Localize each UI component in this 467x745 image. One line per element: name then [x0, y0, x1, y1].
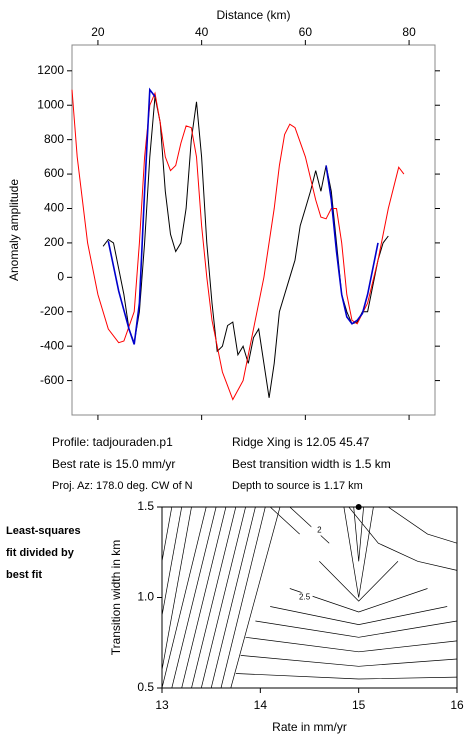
contour-line: [289, 588, 428, 613]
series-line: [107, 87, 156, 345]
contour-line: [240, 655, 458, 667]
annotation: Best transition width is 1.5 km: [232, 457, 391, 471]
y-tick-label: 400: [44, 201, 64, 215]
annotation: Depth to source is 1.17 km: [232, 480, 363, 492]
x-tick-label: 15: [352, 698, 366, 712]
y-tick-label: -200: [40, 304, 64, 318]
contour-line: [269, 506, 300, 535]
contour-line: [348, 506, 458, 571]
y-tick-label: -400: [40, 338, 64, 352]
contour-line: [161, 506, 192, 670]
contour-line: [319, 561, 399, 602]
y-tick-label: 1200: [37, 63, 64, 77]
contour-line: [235, 673, 458, 680]
contour-line: [161, 506, 183, 616]
y-tick-label: 600: [44, 166, 64, 180]
series-line: [71, 89, 405, 401]
x-tick-label: 13: [155, 698, 169, 712]
contour-line: [388, 506, 458, 544]
x-tick-label: 20: [91, 25, 105, 39]
y-tick-label: 1.5: [137, 499, 154, 513]
contour-line: [255, 620, 458, 638]
contour-line: [270, 606, 448, 625]
plot-title: best fit: [6, 569, 42, 581]
contour-line: [161, 506, 207, 689]
contour-line: [343, 506, 374, 598]
x-tick-label: 40: [195, 25, 209, 39]
contour-line: [200, 506, 246, 689]
annotation: Ridge Xing is 12.05 45.47: [232, 435, 370, 449]
contour-line: [230, 506, 281, 689]
y-axis-title: Anomaly amplitude: [7, 179, 21, 281]
y-tick-label: 1000: [37, 97, 64, 111]
contour-line: [181, 506, 227, 689]
contour-label: 2: [317, 526, 322, 535]
contour-line: [245, 636, 458, 653]
y-tick-label: 200: [44, 235, 64, 249]
contour-label: 2.5: [299, 593, 311, 602]
contour-line: [191, 506, 237, 689]
contour-line: [289, 506, 330, 544]
annotation: Proj. Az: 178.0 deg. CW of N: [52, 480, 193, 492]
x-tick-label: 16: [450, 698, 464, 712]
contour-label-bg: [296, 592, 313, 603]
plot-title: Least-squares: [6, 525, 81, 537]
y-tick-label: 0.5: [137, 680, 154, 694]
best-fit-marker: [355, 504, 362, 510]
contour-label-bg: [311, 525, 328, 536]
y-axis-title: Transition width in km: [109, 540, 123, 656]
x-tick-label: 80: [402, 25, 416, 39]
contour-line: [161, 506, 173, 562]
annotation: Profile: tadjouraden.p1: [52, 435, 173, 449]
series-line: [325, 165, 379, 325]
contour-line: [220, 506, 266, 689]
x-tick-label: 14: [254, 698, 268, 712]
y-tick-label: 0: [57, 269, 64, 283]
plot-title: fit divided by: [6, 547, 75, 559]
x-axis-title: Distance (km): [216, 8, 290, 22]
annotation: Best rate is 15.0 mm/yr: [52, 457, 175, 471]
contour-line: [210, 506, 256, 689]
plot-frame: [71, 44, 436, 416]
y-tick-label: 1.0: [137, 590, 154, 604]
x-tick-label: 60: [299, 25, 313, 39]
x-axis-title: Rate in mm/yr: [272, 720, 347, 734]
contour-line: [353, 506, 364, 562]
y-tick-label: 800: [44, 132, 64, 146]
contour-line: [171, 506, 217, 689]
y-tick-label: -600: [40, 373, 64, 387]
